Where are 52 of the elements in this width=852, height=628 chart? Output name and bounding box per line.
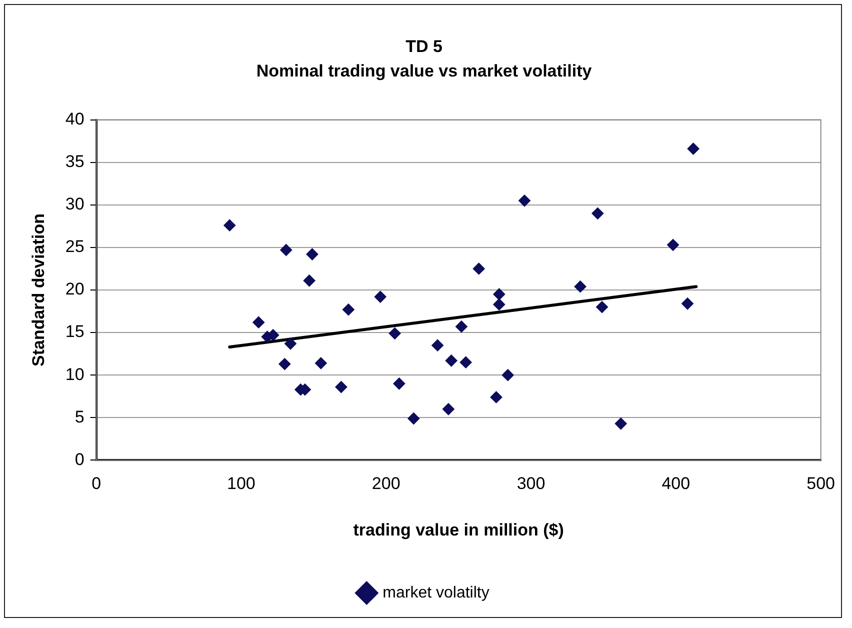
point bbox=[592, 207, 604, 220]
point bbox=[374, 290, 386, 303]
x-tick-label: 100 bbox=[227, 474, 256, 494]
y-tick-label: 35 bbox=[65, 152, 84, 172]
point bbox=[445, 354, 458, 367]
point bbox=[493, 288, 506, 300]
point bbox=[687, 142, 700, 155]
point bbox=[224, 219, 236, 232]
y-tick-label: 5 bbox=[74, 407, 84, 426]
point bbox=[460, 356, 472, 368]
y-axis-title: Standard deviation bbox=[28, 213, 48, 367]
point bbox=[408, 412, 420, 424]
x-tick-label: 0 bbox=[92, 474, 102, 494]
point bbox=[278, 358, 291, 370]
point bbox=[455, 320, 468, 333]
chart-title: TD 5 bbox=[406, 36, 442, 56]
y-tick-label: 15 bbox=[65, 322, 84, 342]
y-tick-label: 25 bbox=[65, 237, 84, 256]
point bbox=[682, 298, 694, 310]
point bbox=[303, 274, 316, 287]
legend-label: market volatilty bbox=[382, 584, 490, 602]
x-axis-title: trading value in million ($) bbox=[353, 520, 564, 540]
point bbox=[596, 301, 608, 314]
x-tick-label: 300 bbox=[516, 474, 546, 494]
point bbox=[342, 304, 354, 316]
point bbox=[432, 339, 444, 352]
point bbox=[667, 238, 680, 251]
point bbox=[490, 391, 502, 404]
y-tick-label: 20 bbox=[65, 280, 84, 299]
point bbox=[388, 327, 401, 340]
point bbox=[284, 338, 296, 350]
point bbox=[614, 418, 627, 430]
x-tick-label: 200 bbox=[372, 474, 400, 494]
point bbox=[518, 194, 530, 207]
point bbox=[314, 357, 327, 370]
point bbox=[252, 316, 265, 328]
point bbox=[574, 280, 586, 293]
point bbox=[472, 262, 485, 275]
point bbox=[442, 403, 454, 416]
x-tick-label: 400 bbox=[662, 474, 690, 494]
point bbox=[393, 378, 406, 390]
y-tick-label: 40 bbox=[65, 109, 84, 128]
y-tick-label: 30 bbox=[65, 194, 84, 214]
x-tick-label: 500 bbox=[806, 474, 836, 494]
point bbox=[335, 381, 348, 394]
point bbox=[306, 248, 318, 260]
chart-subtitle: Nominal trading value vs market volatility bbox=[256, 61, 592, 80]
y-tick-label: 0 bbox=[74, 450, 84, 469]
y-tick-label: 10 bbox=[65, 364, 84, 384]
point bbox=[493, 298, 506, 310]
point bbox=[502, 369, 514, 382]
point bbox=[280, 244, 292, 256]
